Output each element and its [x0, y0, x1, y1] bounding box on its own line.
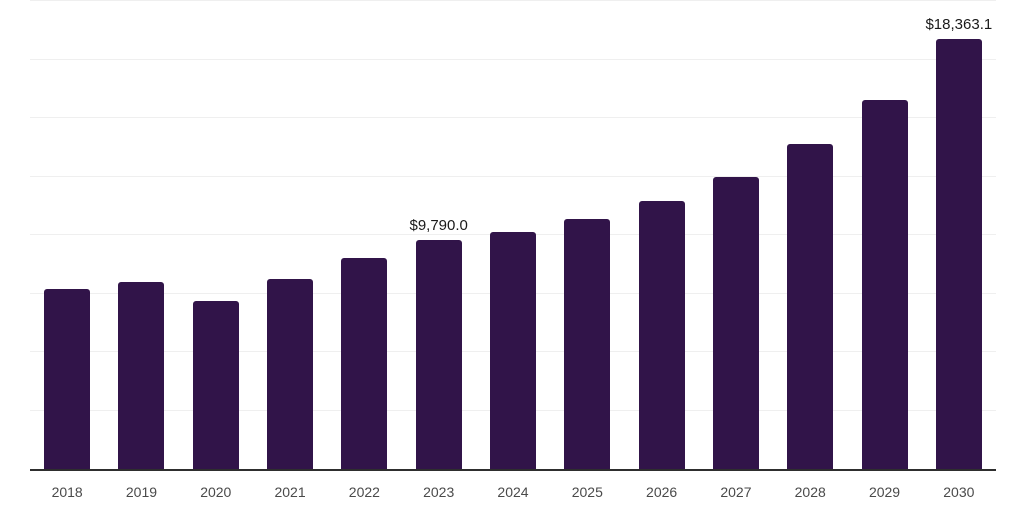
data-label-2030: $18,363.1	[925, 16, 993, 34]
x-axis-label-2028: 2028	[794, 484, 826, 500]
x-axis-label-2022: 2022	[348, 484, 380, 500]
bar-2025	[564, 218, 611, 469]
gridline	[30, 0, 996, 1]
bar-2019	[118, 281, 165, 469]
x-axis-label-2018: 2018	[51, 484, 83, 500]
x-axis-label-2019: 2019	[125, 484, 158, 500]
bar-2029	[861, 100, 908, 469]
x-axis-line	[30, 469, 996, 471]
bar-2024	[490, 231, 536, 469]
bar-2026	[638, 201, 685, 469]
x-axis-label-2021: 2021	[274, 484, 306, 500]
bar-2023	[415, 239, 462, 469]
x-axis-label-2020: 2020	[200, 484, 232, 500]
x-axis-label-2029: 2029	[868, 484, 901, 500]
x-axis-label-2025: 2025	[571, 484, 603, 500]
x-axis-label-2026: 2026	[646, 484, 678, 500]
gridline	[30, 175, 996, 177]
x-axis-label-2024: 2024	[497, 484, 529, 500]
bar-2022	[341, 257, 388, 469]
x-axis-label-2023: 2023	[423, 484, 455, 500]
bar-2027	[712, 176, 759, 469]
bar-2030	[935, 39, 982, 469]
bar-2021	[267, 278, 314, 469]
gridline	[30, 58, 996, 60]
bar-2018	[44, 288, 91, 469]
data-label-2023: $9,790.0	[409, 216, 468, 234]
bar-2028	[787, 143, 834, 469]
bar-2020	[192, 300, 239, 469]
x-axis-label-2030: 2030	[943, 484, 975, 500]
plot-area: $9,790.0 $18,363.1	[30, 0, 996, 469]
x-axis-label-2027: 2027	[720, 484, 752, 500]
gridline	[30, 117, 996, 118]
